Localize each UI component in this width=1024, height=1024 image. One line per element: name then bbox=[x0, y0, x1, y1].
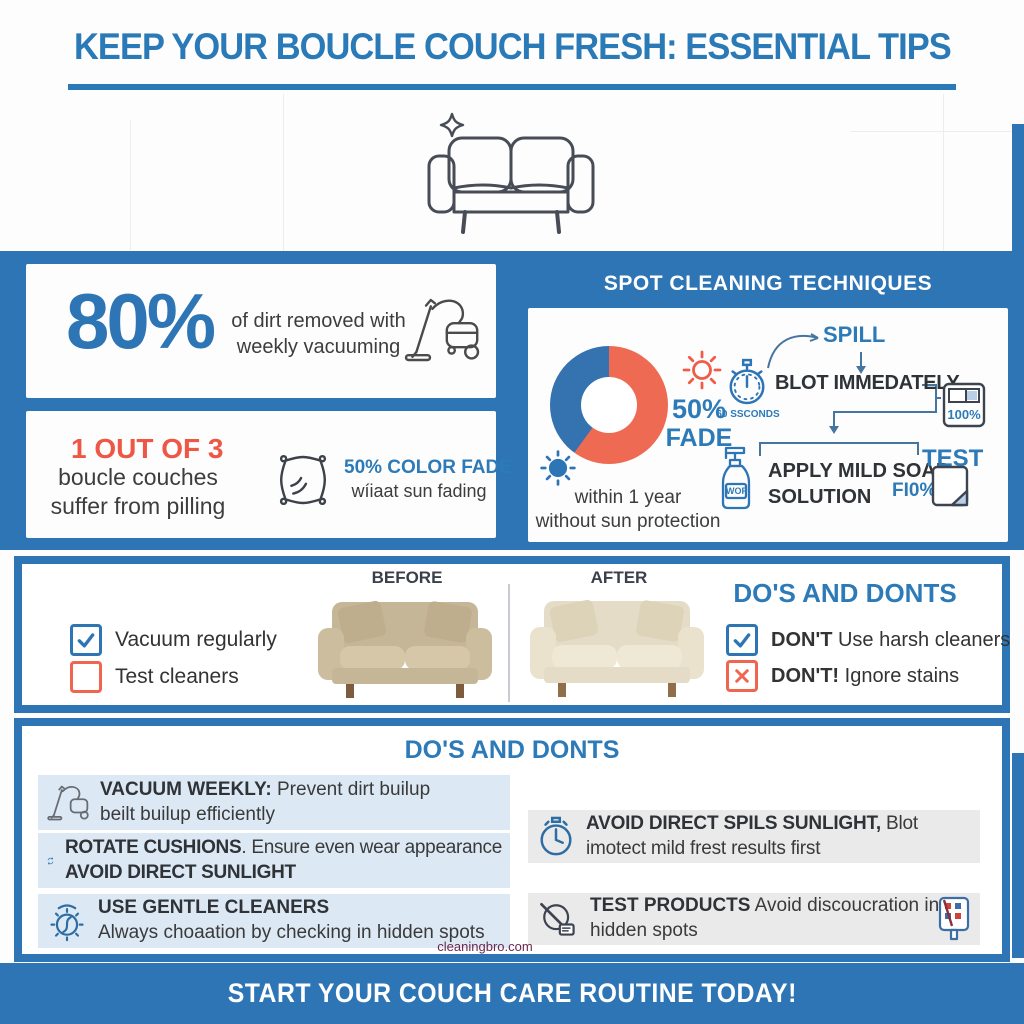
fade-subtitle: wíiaat sun fading bbox=[351, 481, 487, 501]
clock-icon bbox=[540, 816, 572, 855]
tip-test-products: TEST PRODUCTS Avoid discoucration in hidd… bbox=[528, 893, 980, 945]
timer-label: 60 SSCONDS bbox=[716, 409, 780, 420]
bg-line bbox=[130, 120, 131, 250]
bg-line bbox=[850, 131, 1024, 132]
spot-cleaning-heading: SPOT CLEANING TECHNIQUES bbox=[603, 272, 933, 295]
vacuum-icon bbox=[47, 785, 89, 820]
divider bbox=[508, 584, 510, 702]
meter-icon: 100% bbox=[942, 382, 986, 428]
step-spill: SPILL bbox=[823, 322, 886, 347]
before-label: BEFORE bbox=[371, 568, 443, 587]
stat-value: 80% bbox=[66, 277, 216, 365]
step-apply: APPLY MILD SOAP SOLUTION bbox=[768, 460, 950, 508]
page-pct: FI0% bbox=[892, 480, 937, 501]
test-products-icon bbox=[540, 902, 575, 936]
title-underline bbox=[68, 84, 956, 90]
footer-banner-text: START YOUR COUCH CARE ROUTINE TODAY! bbox=[227, 978, 797, 1008]
do-item-label: Test cleaners bbox=[115, 665, 239, 688]
stat-label: boucle couches suffer from pilling bbox=[50, 464, 226, 519]
vacuum-icon bbox=[404, 298, 480, 362]
checkbox-empty bbox=[70, 661, 102, 693]
dos-donts-mini-heading: DO'S AND DONTS bbox=[733, 578, 957, 608]
rotate-icon bbox=[47, 856, 54, 865]
bg-line bbox=[943, 94, 944, 251]
sun-filled-icon bbox=[540, 450, 576, 486]
check-icon bbox=[733, 633, 751, 648]
donut-pct-label: 50% bbox=[671, 394, 727, 424]
tips-heading: DO'S AND DONTS bbox=[404, 736, 620, 764]
before-couch-photo bbox=[318, 600, 492, 698]
checkbox-checked bbox=[70, 624, 102, 656]
stat-card-vacuum: 80% of dirt removed with weekly vacuuming bbox=[26, 264, 496, 398]
checkbox-checked bbox=[726, 624, 758, 656]
spot-cleaning-panel: 50% FADE within 1 year without sun protec… bbox=[528, 308, 1008, 542]
fade-donut-chart bbox=[550, 346, 668, 464]
stat-value: 1 OUT OF 3 bbox=[71, 433, 224, 464]
couch-sparkle-icon bbox=[427, 112, 595, 234]
fade-title: 50% COLOR FADE bbox=[344, 457, 512, 478]
stat-label: of dirt removed with weekly vacuuming bbox=[231, 310, 406, 358]
sun-outline-icon bbox=[682, 350, 722, 390]
donut-word-label: FADE bbox=[665, 424, 733, 452]
gentle-sun-icon bbox=[50, 904, 84, 942]
tips-section: DO'S AND DONTS VACUUM WEEKLY: Prevent di… bbox=[14, 718, 1010, 962]
bg-line bbox=[283, 94, 284, 251]
stat-card-pilling: 1 OUT OF 3 boucle couches suffer from pil… bbox=[26, 411, 512, 538]
after-couch-photo bbox=[530, 599, 704, 697]
fade-stat: 50% COLOR FADE wíiaat sun fading bbox=[344, 457, 512, 502]
before-after-section: Vacuum regularly Test cleaners BEFORE AF… bbox=[14, 556, 1010, 713]
page-title: KEEP YOUR BOUCLE COUCH FRESH: ESSENTIAL … bbox=[73, 26, 952, 67]
tip-vacuum-weekly: VACUUM WEEKLY: Prevent dirt builup beilt … bbox=[38, 775, 510, 830]
donut-hole bbox=[581, 377, 637, 433]
tip-rotate-cushions: ROTATE CUSHIONS. Ensure even wear appear… bbox=[38, 833, 510, 888]
edge-bar-bottom bbox=[1012, 753, 1024, 958]
edge-bar-top bbox=[1012, 124, 1024, 252]
dont-item: DON'T! Ignore stains bbox=[726, 660, 959, 692]
checkbox-x bbox=[726, 660, 758, 692]
after-label: AFTER bbox=[590, 568, 648, 587]
meter-pct: 100% bbox=[947, 407, 981, 422]
pillow-icon bbox=[279, 454, 327, 506]
donut-caption: within 1 year without sun protection bbox=[535, 487, 721, 532]
do-item: Vacuum regularly bbox=[70, 624, 277, 656]
step-blot: BLOT IMMEDATELY bbox=[775, 372, 960, 394]
watermark: cleaningbro.com bbox=[437, 939, 533, 954]
bottle-label: WOP bbox=[726, 486, 748, 496]
tip-gentle-cleaners: USE GENTLE CLEANERS Always choaation by c… bbox=[38, 894, 510, 948]
dont-item-label: DON'T Use harsh cleaners bbox=[771, 628, 1011, 651]
test-page-icon bbox=[931, 465, 969, 507]
stopwatch-icon bbox=[729, 358, 765, 405]
dont-item: DON'T Use harsh cleaners bbox=[726, 624, 1010, 656]
footer-banner: START YOUR COUCH CARE ROUTINE TODAY! bbox=[0, 963, 1024, 1024]
do-item-label: Vacuum regularly bbox=[115, 628, 277, 651]
soap-bottle-icon: WOP bbox=[720, 446, 752, 512]
do-item: Test cleaners bbox=[70, 661, 239, 693]
checklist-pen-icon bbox=[938, 896, 970, 941]
dont-item-label: DON'T! Ignore stains bbox=[771, 664, 960, 687]
x-icon bbox=[735, 669, 749, 683]
check-icon bbox=[77, 633, 95, 648]
sparkle-icon bbox=[439, 112, 465, 138]
tip-avoid-sunlight: AVOID DIRECT SPILS SUNLIGHT, Blot imotect… bbox=[528, 810, 980, 863]
stats-section: 80% of dirt removed with weekly vacuuming… bbox=[0, 251, 1024, 550]
